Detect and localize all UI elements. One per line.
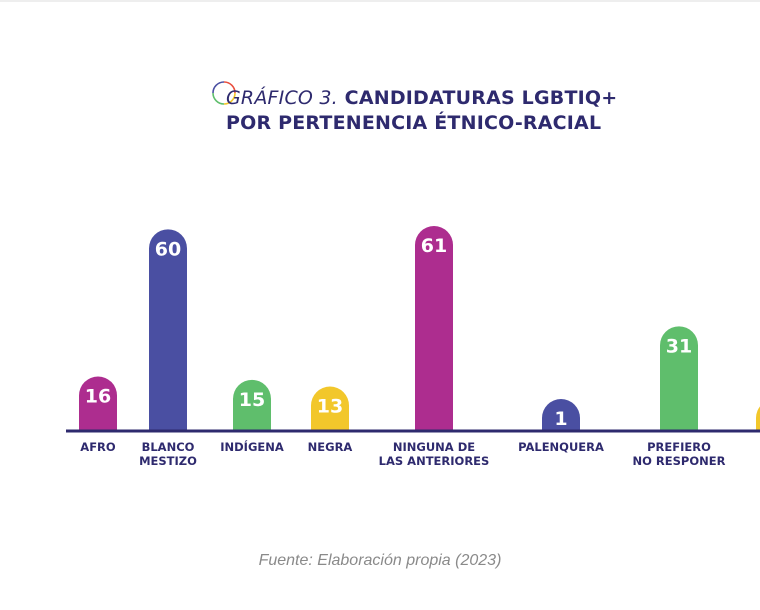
- rainbow-ring-icon: [212, 81, 236, 105]
- bar-value-label: 16: [85, 385, 111, 407]
- category-label: INDÍGENA: [220, 439, 284, 454]
- bar: [233, 379, 271, 430]
- chart-title-line2: POR PERTENENCIA ÉTNICO-RACIAL: [226, 112, 602, 134]
- category-label: NEGRA: [308, 440, 353, 454]
- bar: [311, 386, 349, 430]
- category-label: BLANCO: [142, 440, 195, 454]
- bar: [660, 326, 698, 430]
- bar-value-label: 1: [554, 408, 567, 430]
- bar-value-label: 61: [421, 235, 447, 257]
- bar: [149, 229, 187, 430]
- bar-value-label: 60: [155, 238, 181, 260]
- bar: [756, 406, 760, 430]
- category-label: PREFIERO: [647, 440, 711, 454]
- chart-title-prefix: GRÁFICO 3.: [226, 87, 338, 109]
- bar: [79, 376, 117, 430]
- source-note: Fuente: Elaboración propia (2023): [258, 552, 502, 569]
- chart-title: GRÁFICO 3. CANDIDATURAS LGBTIQ+ POR PERT…: [226, 86, 686, 136]
- category-label: AFRO: [80, 440, 116, 454]
- chart-title-line1: CANDIDATURAS LGBTIQ+: [344, 87, 618, 109]
- category-label: PALENQUERA: [518, 440, 604, 454]
- bar-value-label: 15: [239, 389, 265, 411]
- bar-value-label: 13: [317, 396, 343, 418]
- top-divider: [0, 0, 760, 2]
- category-label: NO RESPONER: [633, 454, 726, 468]
- category-label: LAS ANTERIORES: [379, 454, 490, 468]
- category-label: NINGUNA DE: [393, 440, 475, 454]
- bar: [415, 226, 453, 430]
- bar: [542, 399, 580, 430]
- category-label: MESTIZO: [139, 454, 197, 468]
- bar-value-label: 31: [666, 335, 692, 357]
